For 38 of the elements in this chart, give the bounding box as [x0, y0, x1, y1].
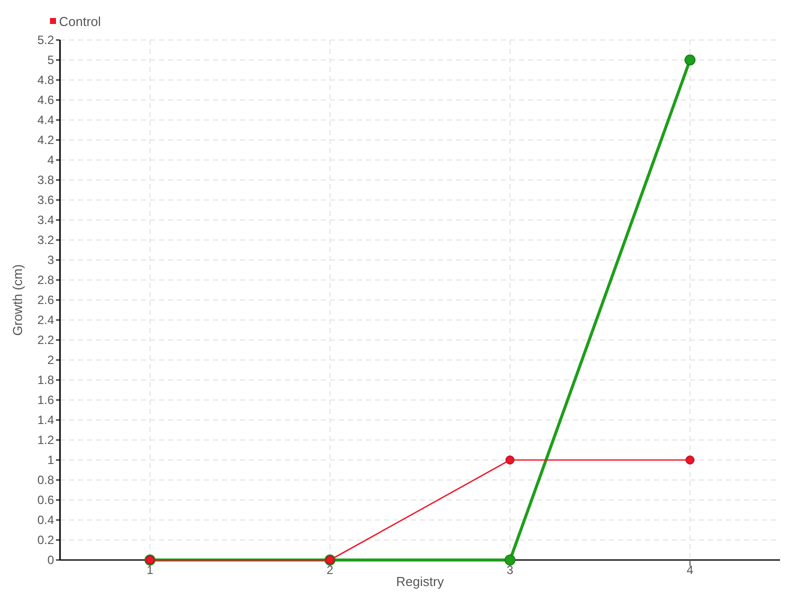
y-tick-label: 2.8: [37, 273, 54, 288]
y-tick-label: 5: [47, 53, 54, 68]
y-tick-label: 2: [47, 353, 54, 368]
x-axis-title: Registry: [396, 574, 444, 589]
x-tick-label: 3: [506, 563, 514, 577]
y-axis-title: Growth (cm): [10, 264, 25, 336]
x-tick-label: 4: [686, 563, 694, 577]
x-tick-label: 2: [326, 563, 334, 577]
y-tick-label: 1.8: [37, 373, 54, 388]
y-tick-label: 3: [47, 253, 54, 268]
y-tick-label: 1.4: [37, 413, 54, 428]
y-tick-label: 0.6: [37, 493, 54, 508]
y-tick-label: 5.2: [37, 33, 54, 48]
y-tick-label: 4.8: [37, 73, 54, 88]
point: [686, 456, 694, 464]
legend-label: Control: [59, 14, 102, 29]
y-tick-label: 4.6: [37, 93, 54, 108]
y-tick-label: 2.2: [37, 333, 54, 348]
point: [506, 456, 514, 464]
y-tick-label: 2.6: [37, 293, 54, 308]
y-tick-label: 4.2: [37, 133, 54, 148]
y-tick-label: 3.2: [37, 233, 54, 248]
y-tick-label: 1.2: [37, 433, 54, 448]
x-tick-label: 1: [146, 563, 154, 577]
y-tick-label: 1.6: [37, 393, 54, 408]
point: [504, 554, 516, 566]
y-tick-label: 3.8: [37, 173, 54, 188]
y-tick-label: 0.8: [37, 473, 54, 488]
y-tick-label: 1: [47, 453, 54, 468]
point: [684, 54, 696, 66]
y-tick-label: 4.4: [37, 113, 54, 128]
y-tick-label: 0.2: [37, 533, 54, 548]
y-tick-label: 0.4: [37, 513, 54, 528]
y-tick-label: 4: [47, 153, 54, 168]
y-tick-label: 0: [47, 553, 54, 568]
y-tick-label: 2.4: [37, 313, 54, 328]
y-tick-label: 3.6: [37, 193, 54, 208]
y-tick-label: 3.4: [37, 213, 54, 228]
